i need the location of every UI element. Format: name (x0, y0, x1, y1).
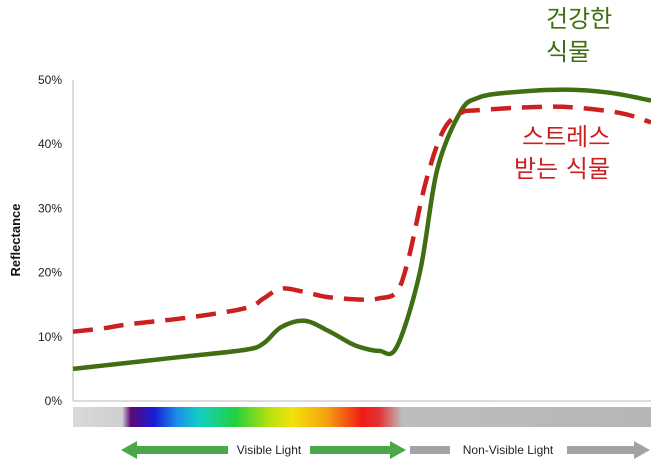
y-axis-label: Reflectance (8, 204, 23, 277)
y-tick-label: 0% (45, 394, 63, 408)
y-tick-label: 40% (38, 137, 62, 151)
healthy-plant-label-line1: 건강한 (546, 5, 612, 33)
visible-arrow-shaft-right (310, 446, 392, 454)
series-lines (72, 87, 651, 372)
nonvisible-arrow-head (634, 441, 650, 459)
spectrum-bar (73, 407, 651, 427)
y-tick-label: 50% (38, 73, 62, 87)
stressed-plant-label-line1: 스트레스 (522, 123, 610, 151)
healthy-plant-label: 건강한 식물 (546, 5, 620, 66)
nonvisible-arrow-shaft-left (410, 446, 450, 454)
visible-light-label: Visible Light (237, 443, 302, 457)
nonvisible-light-arrow: Non-Visible Light (410, 441, 650, 459)
healthy-plant-label-line2: 식물 (546, 38, 590, 66)
visible-light-arrow: Visible Light (121, 441, 406, 459)
visible-arrow-right-head (390, 441, 406, 459)
stressed-plant-label-line2: 받는 식물 (514, 155, 610, 183)
y-tick-label: 10% (38, 330, 62, 344)
stressed-plant-label: 스트레스 받는 식물 (514, 123, 618, 183)
stressed-plant-line (72, 104, 651, 334)
y-tick-label: 20% (38, 266, 62, 280)
nonvisible-arrow-shaft-right (567, 446, 635, 454)
y-tick-label: 30% (38, 201, 62, 215)
y-tick-labels: 0% 10% 20% 30% 40% 50% (38, 73, 62, 408)
healthy-plant-line (72, 87, 651, 372)
visible-arrow-left-head (121, 441, 137, 459)
nonvisible-light-label: Non-Visible Light (463, 443, 554, 457)
visible-arrow-shaft-left (136, 446, 228, 454)
